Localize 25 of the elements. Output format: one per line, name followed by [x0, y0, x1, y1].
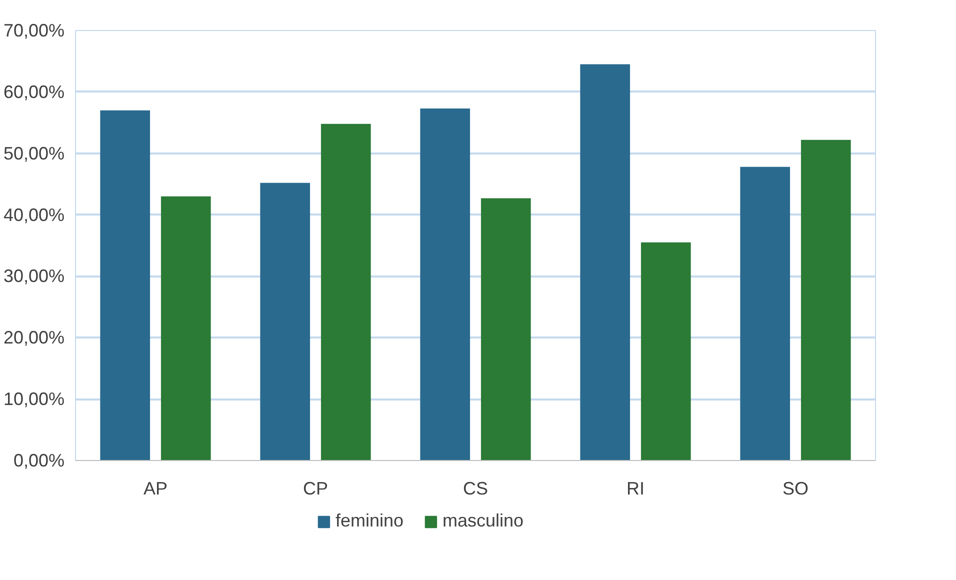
x-tick-label: RI	[626, 478, 644, 498]
bar	[800, 140, 851, 460]
y-tick-label: 30,00%	[3, 266, 65, 286]
bar	[260, 182, 310, 460]
bar	[100, 110, 150, 460]
bar	[480, 198, 531, 460]
x-tick-label: CS	[463, 478, 488, 498]
x-tick-label: AP	[143, 478, 168, 498]
legend-label: feminino	[335, 510, 404, 532]
legend-label: masculino	[442, 510, 524, 532]
y-tick-label: 50,00%	[3, 143, 65, 164]
y-tick-label: 60,00%	[3, 82, 65, 102]
y-tick-label: 10,00%	[3, 389, 65, 410]
bar	[740, 166, 790, 460]
y-tick-label: 40,00%	[3, 204, 65, 225]
bar	[160, 196, 211, 460]
bar	[420, 108, 470, 460]
x-tick-label: CP	[303, 478, 328, 498]
y-tick-label: 70,00%	[3, 20, 65, 40]
bar	[580, 64, 630, 460]
x-tick-label: SO	[782, 478, 809, 498]
y-tick-label: 20,00%	[3, 328, 65, 348]
y-tick-label: 0,00%	[13, 450, 65, 470]
bar	[640, 242, 691, 460]
bar	[320, 124, 371, 460]
